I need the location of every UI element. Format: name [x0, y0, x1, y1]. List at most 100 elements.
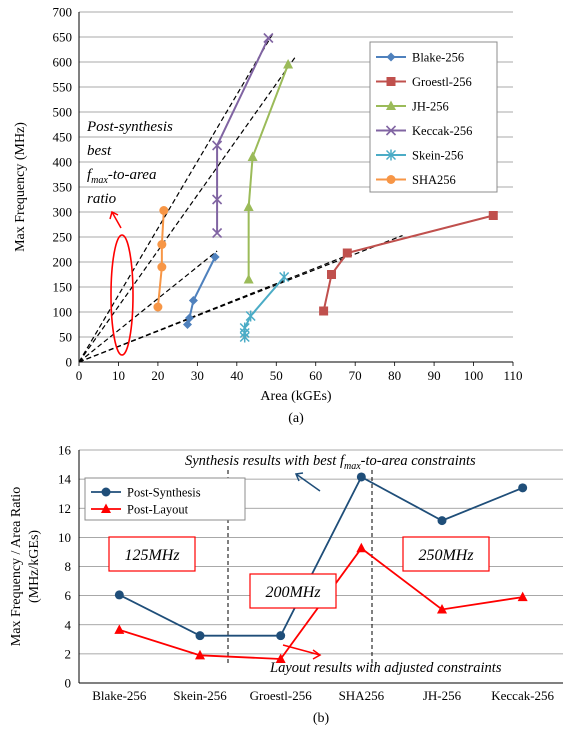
x-tick-label: 0 [76, 368, 83, 383]
legend-label: JH-256 [412, 100, 449, 114]
legend-frame [369, 41, 498, 193]
x-tick-label: 10 [112, 368, 125, 383]
chart-a-caption: (a) [288, 411, 304, 426]
series-line [247, 64, 290, 280]
data-point [276, 631, 286, 641]
data-point [243, 201, 254, 211]
x-tick-label: Blake-256 [92, 688, 147, 703]
data-point [188, 296, 198, 305]
marker-stroke [212, 194, 223, 205]
legend-label: Post-Layout [127, 503, 189, 517]
highlight-arrow-head [109, 210, 119, 220]
annotation-arrow [295, 473, 321, 492]
frequency-label: 200MHz [265, 584, 321, 601]
y-axis-title: (MHz/kGEs) [27, 530, 42, 603]
data-point [356, 542, 367, 553]
chart-b: 0 2 4 6 8 10 12 14 16 Blake-256 Skein-256 Groestl-2… [9, 443, 563, 726]
frequency-box [402, 536, 490, 572]
data-point [245, 310, 256, 322]
y-tick-label: 200 [53, 255, 73, 270]
data-point [437, 603, 447, 614]
data-point [437, 516, 447, 526]
data-point [183, 320, 192, 329]
annotation-fmax: f [87, 167, 93, 183]
y-tick-label: 650 [53, 30, 73, 45]
ratio-line [78, 250, 218, 363]
data-point [195, 649, 205, 660]
y-tick-label: 0 [65, 676, 72, 691]
x-tick-label: 40 [230, 368, 243, 383]
data-point [157, 262, 167, 272]
data-point [283, 59, 294, 69]
annotation-line: fmax-to-area [87, 167, 156, 186]
data-point [327, 270, 337, 279]
legend-marker [386, 100, 396, 110]
y-tick-label: 700 [53, 5, 73, 20]
data-point [518, 483, 528, 493]
annotation-top: Synthesis results with best fmax-to-area… [185, 453, 476, 472]
x-tick-label: Groestl-256 [250, 688, 313, 703]
annotation-fmax: f [340, 453, 346, 469]
legend-a: Blake-256 Groestl-256 JH-256 Keccak-256 Skei… [369, 41, 498, 193]
ratio-line [78, 256, 344, 363]
y-tick-label: 600 [53, 55, 73, 70]
annotation-line: Post-synthesis [86, 119, 173, 135]
y-tick-label: 2 [65, 646, 72, 661]
annotation-arrow-head [294, 472, 304, 482]
annotation-text: -to-area [108, 167, 157, 183]
data-point [356, 472, 366, 482]
data-point [212, 140, 223, 151]
y-tick-label: 300 [53, 205, 73, 220]
y-tick-label: 8 [65, 559, 72, 574]
y-tick-label: 16 [58, 443, 72, 458]
data-point [279, 271, 290, 283]
data-point [239, 322, 250, 334]
series-line [216, 37, 270, 233]
y-tick-label: 10 [58, 530, 71, 545]
chart-a: 0501001502002503003504004505005506006507… [13, 5, 523, 427]
legend-label: Blake-256 [412, 51, 464, 65]
y-tick-label: 250 [53, 230, 73, 245]
x-tick-label: 30 [191, 368, 204, 383]
x-tick-label: 50 [270, 368, 283, 383]
legend-marker [101, 503, 111, 513]
y-tick-label: 500 [53, 105, 73, 120]
y-tick-label: 350 [53, 180, 73, 195]
frequency-label: 125MHz [124, 547, 180, 564]
highlight-ellipse [110, 234, 134, 356]
series-line [243, 276, 285, 337]
y-tick-label: 50 [59, 330, 72, 345]
y-tick-label: 400 [53, 155, 73, 170]
data-point [212, 227, 223, 239]
x-tick-label: 20 [151, 368, 164, 383]
ratio-line [78, 55, 297, 363]
data-point [263, 32, 274, 44]
legend-marker [386, 52, 396, 62]
highlight-arrow [111, 211, 122, 229]
marker-stroke [263, 32, 274, 44]
x-tick-label: SHA256 [339, 688, 385, 703]
legend-label: Skein-256 [412, 149, 463, 163]
frequency-box [249, 573, 337, 609]
x-tick-label: JH-256 [423, 688, 462, 703]
marker-stroke [385, 125, 397, 136]
data-point [247, 151, 258, 161]
y-tick-label: 12 [58, 501, 71, 516]
annotation-text: -to-area constraints [361, 453, 476, 469]
data-point [184, 313, 194, 323]
legend-marker [386, 77, 396, 86]
legend-b: Post-Synthesis Post-Layout [84, 477, 246, 521]
data-point [342, 248, 352, 258]
legend-label: Keccak-256 [412, 124, 472, 138]
x-tick-label: Skein-256 [173, 688, 227, 703]
annotation-bottom: Layout results with adjusted constraints [269, 660, 502, 676]
legend-label: Groestl-256 [412, 75, 472, 89]
annotation-fmax-sub: max [344, 461, 361, 472]
legend-frame [84, 477, 246, 521]
series-line [156, 210, 165, 308]
legend-label: SHA256 [412, 173, 456, 187]
x-tick-label: 80 [388, 368, 401, 383]
chart-b-caption: (b) [313, 711, 330, 726]
y-tick-label: 0 [66, 355, 73, 370]
